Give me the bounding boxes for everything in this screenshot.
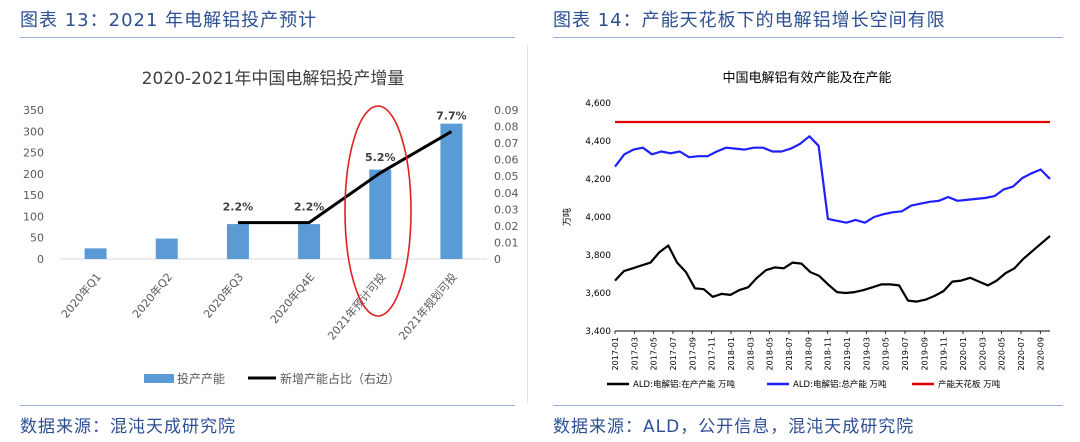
chart2-ylabel: 万吨 [561, 208, 573, 226]
left-panel-title: 图表 13：2021 年电解铝投产预计 [20, 10, 318, 31]
right-panel-source: 数据来源：ALD，公开信息，混沌天成研究院 [553, 417, 915, 437]
chart2-legend: ALD:电解铝:在产产能 万吨 ALD:电解铝:总产能 万吨 产能天花板 万吨 [607, 379, 1001, 390]
chart2-title: 中国电解铝有效产能及在产能 [722, 71, 891, 86]
left-title-rule [20, 37, 515, 38]
chart2-x-tick: 2017-09 [688, 337, 697, 370]
right-panel-title: 图表 14：产能天花板下的电解铝增长空间有限 [553, 10, 946, 31]
chart1-right-tick: 0.07 [494, 137, 519, 150]
highlight-ellipse [344, 105, 412, 317]
chart1-ratio-label: 7.7% [436, 110, 467, 123]
chart1-right-tick: 0.05 [494, 170, 519, 183]
chart2-x-tick: 2017-01 [611, 337, 620, 370]
chart1-category-label: 2021年预计可投 [324, 270, 388, 343]
panel-separator [527, 45, 528, 403]
chart2-x-tick: 2018-09 [804, 337, 813, 370]
aluminum-capacity-chart: 中国电解铝有效产能及在产能 万吨 3,400 3,600 3,800 4,000 4,2… [561, 71, 1051, 390]
chart1-bar [226, 224, 249, 259]
chart2-x-tick: 2018-03 [746, 337, 755, 370]
chart1-ratio-labels: 2.2% 2.2% 5.2% 7.7% [223, 110, 467, 214]
chart1-ratio-label: 5.2% [365, 151, 396, 164]
chart2-x-tick: 2019-05 [882, 337, 891, 370]
chart1-axes: 0 50 100 150 200 250 300 350 0 0.01 0.02 0.03 0.04 0.… [23, 104, 519, 266]
capacity-increment-chart: 2020-2021年中国电解铝投产增量 0 50 100 150 200 250 300 35… [23, 69, 519, 386]
chart2-x-tick: 2019-09 [920, 337, 929, 370]
chart1-left-tick: 50 [30, 232, 44, 245]
chart1-left-tick: 300 [23, 125, 44, 138]
chart2-y-tick: 3,400 [585, 327, 611, 337]
chart1-category-label: 2020年Q3 [200, 270, 246, 321]
chart2-x-tick: 2018-05 [766, 337, 775, 370]
chart2-x-tick: 2017-03 [630, 337, 639, 370]
left-panel-source: 数据来源：混沌天成研究院 [20, 417, 236, 437]
right-title-rule [553, 37, 1063, 38]
chart1-left-tick: 200 [23, 168, 44, 181]
chart1-bar [298, 224, 321, 259]
chart1-left-tick: 350 [23, 104, 44, 117]
chart1-category-label: 2020年Q4E [267, 270, 317, 326]
chart1-left-tick: 250 [23, 147, 44, 160]
chart1-category-labels: 2020年Q1 2020年Q2 2020年Q3 2020年Q4E 2021年预计可投 20… [58, 270, 460, 343]
chart1-ratio-label: 2.2% [294, 201, 325, 214]
chart1-bar [84, 248, 107, 259]
chart2-series-line [614, 135, 1051, 224]
legend-bar-label: 投产产能 [177, 371, 225, 386]
chart1-right-tick: 0.06 [494, 154, 519, 167]
chart1-bar [155, 238, 178, 259]
chart2-legend-label: ALD:电解铝:总产能 万吨 [793, 379, 887, 390]
chart1-bar [369, 169, 392, 259]
chart2-x-tick: 2020-09 [1036, 337, 1045, 370]
chart2-legend-label: ALD:电解铝:在产产能 万吨 [633, 379, 736, 390]
legend-line-label: 新增产能占比（右边） [280, 371, 400, 386]
chart2-x-tick: 2018-07 [785, 337, 794, 370]
chart2-y-tick: 3,800 [585, 251, 611, 261]
chart2-y-tick: 4,200 [585, 175, 611, 185]
chart1-category-label: 2021年规划可投 [396, 270, 460, 343]
chart1-title: 2020-2021年中国电解铝投产增量 [142, 69, 405, 89]
chart2-x-tick: 2020-07 [1017, 337, 1026, 370]
chart2-x-tick: 2020-03 [978, 337, 987, 370]
chart2-x-tick: 2020-05 [998, 337, 1007, 370]
chart2-series-line [614, 235, 1051, 303]
chart2-x-tick: 2019-01 [843, 337, 852, 370]
chart2-y-tick: 3,600 [585, 289, 611, 299]
chart1-bars [84, 123, 463, 259]
chart1-right-tick: 0.04 [494, 187, 519, 200]
chart2-y-tick: 4,600 [585, 99, 611, 109]
legend-bar-swatch [144, 374, 174, 383]
chart1-right-tick: 0.01 [494, 236, 519, 249]
chart2-x-tick: 2017-07 [669, 337, 678, 370]
chart2-lines [614, 120, 1051, 303]
chart1-right-tick: 0.03 [494, 203, 519, 216]
chart1-bar [440, 123, 463, 259]
chart1-right-tick: 0.02 [494, 220, 519, 233]
chart2-y-tick: 4,400 [585, 137, 611, 147]
left-source-rule [20, 405, 515, 406]
chart1-left-tick: 0 [37, 253, 44, 266]
chart2-y-tick: 4,000 [585, 213, 611, 223]
chart1-left-tick: 150 [23, 189, 44, 202]
chart2-x-tick: 2019-07 [901, 337, 910, 370]
right-source-rule [553, 405, 1063, 406]
chart1-category-label: 2020年Q2 [129, 270, 175, 321]
chart1-right-tick: 0.09 [494, 104, 519, 117]
chart2-axes: 3,400 3,600 3,800 4,000 4,200 4,400 4,600 2017-… [585, 99, 1050, 370]
chart1-ratio-label: 2.2% [223, 201, 254, 214]
chart1-legend: 投产产能 新增产能占比（右边） [144, 371, 400, 386]
chart2-x-tick: 2018-11 [824, 337, 833, 370]
chart2-x-tick: 2019-11 [940, 337, 949, 370]
chart2-x-tick: 2018-01 [727, 337, 736, 370]
chart2-x-tick: 2020-01 [959, 337, 968, 370]
chart1-left-tick: 100 [23, 210, 44, 223]
chart2-x-tick: 2017-11 [708, 337, 717, 370]
chart2-legend-label: 产能天花板 万吨 [938, 379, 1001, 390]
chart1-right-tick: 0 [494, 253, 501, 266]
chart2-x-tick: 2019-03 [862, 337, 871, 370]
chart2-x-tick: 2017-05 [650, 337, 659, 370]
chart1-category-label: 2020年Q1 [58, 270, 104, 321]
chart1-right-tick: 0.08 [494, 121, 519, 134]
